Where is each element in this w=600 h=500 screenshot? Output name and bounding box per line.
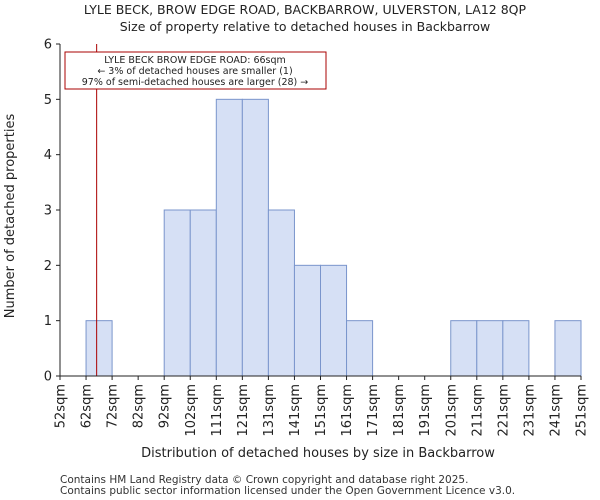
y-tick-label: 3: [44, 204, 52, 219]
x-ticks: 52sqm 62sqm 72sqm 82sqm 92sqm 102sqm 111sqm 121…: [54, 376, 590, 437]
x-tick-label: 251sqm: [575, 384, 590, 437]
y-tick-label: 6: [44, 38, 52, 53]
y-axis-label: Number of detached properties: [3, 114, 18, 319]
histogram-bar: [320, 264, 348, 377]
y-tick-label: 0: [44, 370, 52, 385]
histogram-bar: [267, 209, 295, 377]
x-tick-label: 52sqm: [54, 384, 69, 428]
y-ticks: 0 1 2 3 4 5 6: [44, 38, 60, 385]
footer-line1: Contains HM Land Registry data © Crown c…: [60, 474, 468, 486]
x-tick-label: 161sqm: [340, 384, 355, 437]
y-tick-label: 1: [44, 314, 52, 329]
x-tick-label: 171sqm: [366, 384, 381, 437]
x-tick-label: 211sqm: [470, 384, 485, 437]
histogram-bar: [293, 264, 322, 377]
chart-title-line1: LYLE BECK, BROW EDGE ROAD, BACKBARROW, U…: [84, 2, 527, 17]
histogram-bar: [554, 320, 582, 377]
x-tick-label: 111sqm: [210, 384, 225, 437]
histogram-bar: [502, 320, 530, 377]
histogram-bar: [450, 320, 478, 377]
x-tick-label: 62sqm: [80, 384, 95, 428]
x-tick-label: 221sqm: [496, 384, 511, 437]
x-tick-label: 92sqm: [158, 384, 173, 428]
x-tick-label: 201sqm: [444, 384, 459, 437]
x-tick-label: 131sqm: [262, 384, 277, 437]
x-tick-label: 82sqm: [132, 384, 147, 428]
bars-layer: [85, 98, 582, 377]
footer-line2: Contains public sector information licen…: [60, 485, 515, 497]
annotation-box: LYLE BECK BROW EDGE ROAD: 66sqm← 3% of d…: [64, 51, 327, 90]
histogram-bar: [215, 98, 243, 377]
x-tick-label: 72sqm: [106, 384, 121, 428]
histogram-bar: [241, 98, 269, 377]
x-axis-label: Distribution of detached houses by size …: [141, 446, 495, 461]
histogram-bar: [476, 320, 504, 377]
x-tick-label: 121sqm: [236, 384, 251, 437]
histogram-bar: [346, 320, 374, 377]
x-tick-label: 141sqm: [288, 384, 303, 437]
x-tick-label: 231sqm: [522, 384, 537, 437]
annotation-line: 97% of semi-detached houses are larger (…: [82, 77, 309, 88]
annotation-box-border: [64, 51, 327, 90]
chart-title-line2: Size of property relative to detached ho…: [120, 19, 491, 34]
x-tick-label: 151sqm: [314, 384, 329, 437]
histogram-bar: [189, 209, 217, 377]
y-tick-label: 4: [44, 148, 52, 163]
annotation-line: LYLE BECK BROW EDGE ROAD: 66sqm: [104, 55, 286, 66]
annotation-line: ← 3% of detached houses are smaller (1): [97, 66, 292, 77]
x-tick-label: 191sqm: [418, 384, 433, 437]
x-tick-label: 102sqm: [184, 384, 199, 437]
x-tick-label: 181sqm: [392, 384, 407, 437]
histogram-bar: [85, 320, 113, 377]
y-tick-label: 2: [44, 259, 52, 274]
y-tick-label: 5: [44, 93, 52, 108]
histogram-bar: [163, 209, 191, 377]
x-tick-label: 241sqm: [548, 384, 563, 437]
